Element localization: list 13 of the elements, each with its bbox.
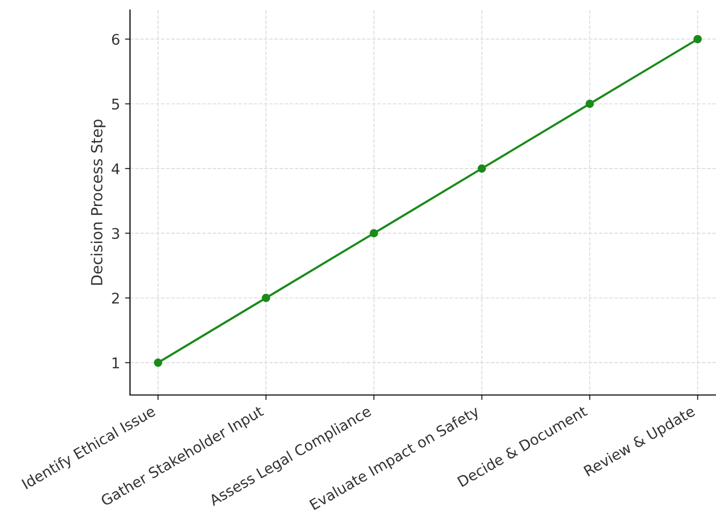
point <box>586 100 594 108</box>
y-axis-title: Decision Process Step <box>90 120 106 285</box>
point <box>370 229 378 238</box>
y-tick-label: 4 <box>112 163 120 174</box>
point <box>693 34 702 44</box>
y-tick-label: 2 <box>112 292 119 304</box>
y-tick-label: 1 <box>112 358 119 368</box>
y-tick-label: 3 <box>112 228 120 239</box>
point <box>262 294 270 302</box>
point <box>478 164 486 173</box>
y-tick-label: 5 <box>112 98 120 110</box>
y-tick-label: 6 <box>112 34 120 45</box>
point <box>154 358 162 367</box>
